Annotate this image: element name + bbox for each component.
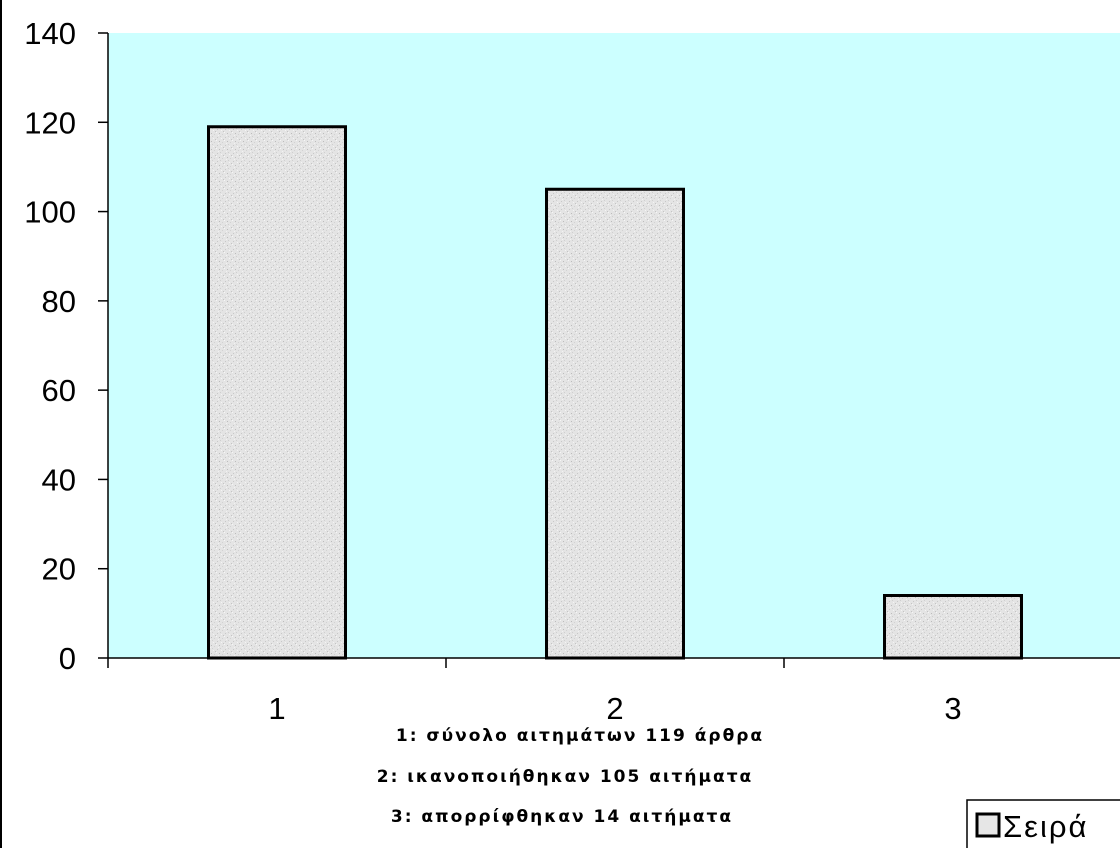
y-tick-label: 140 bbox=[24, 16, 76, 51]
bar-2 bbox=[545, 187, 685, 660]
x-tick-label: 2 bbox=[606, 691, 623, 726]
x-tick-label: 3 bbox=[944, 691, 961, 726]
y-tick-label: 40 bbox=[42, 462, 76, 497]
bar-1 bbox=[207, 125, 347, 660]
y-tick-label: 100 bbox=[24, 195, 76, 230]
bars bbox=[207, 125, 1023, 660]
legend-label: Σειρά bbox=[1003, 809, 1088, 844]
y-tick-label: 20 bbox=[42, 552, 76, 587]
x-axis-ticks bbox=[107, 658, 785, 668]
bar-3 bbox=[883, 594, 1023, 660]
y-tick-label: 60 bbox=[42, 373, 76, 408]
y-tick-label: 120 bbox=[24, 105, 76, 140]
legend-swatch bbox=[975, 812, 1001, 838]
x-tick-label: 1 bbox=[268, 691, 285, 726]
annotation-1: 1: σύνολο αιτημάτων 119 άρθρα bbox=[396, 726, 764, 746]
category-labels: 1 2 3 bbox=[268, 691, 961, 726]
legend: Σειρά bbox=[966, 799, 1120, 848]
y-tick-label: 80 bbox=[42, 284, 76, 319]
y-axis-ticks: 0 20 40 60 80 100 120 140 bbox=[24, 16, 108, 676]
annotation-2: 2: ικανοποιήθηκαν 105 αιτήματα bbox=[377, 767, 753, 787]
annotation-3: 3: απορρίφθηκαν 14 αιτήματα bbox=[391, 807, 733, 827]
y-tick-label: 0 bbox=[59, 641, 76, 676]
